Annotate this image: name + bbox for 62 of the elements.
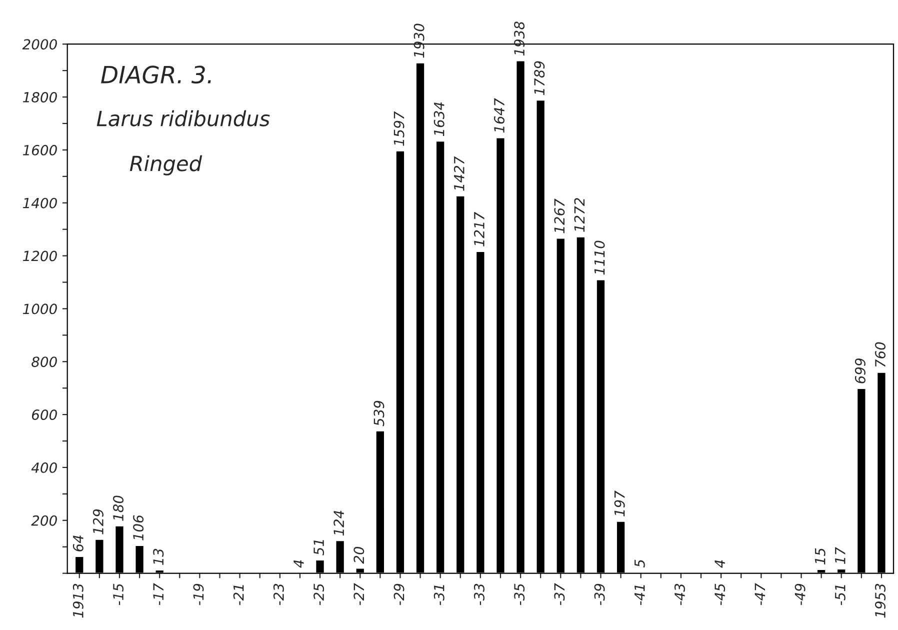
data-label: 51 bbox=[314, 540, 324, 556]
x-tick-label: -41 bbox=[634, 585, 645, 606]
x-tick-label: -29 bbox=[394, 584, 404, 606]
y-tick-label: 1000 bbox=[22, 304, 57, 314]
data-label: 106 bbox=[133, 515, 144, 540]
text: DIAGR. 3. bbox=[101, 66, 211, 84]
data-label: 760 bbox=[875, 342, 886, 367]
data-label: 1634 bbox=[434, 102, 444, 136]
y-tick-label: 1400 bbox=[22, 198, 57, 208]
data-label: 1272 bbox=[574, 198, 585, 232]
y-tick-label: 1200 bbox=[22, 250, 57, 262]
x-tick-label: -33 bbox=[474, 584, 484, 606]
data-label: 13 bbox=[153, 548, 164, 566]
annotation: Ringed bbox=[130, 155, 202, 176]
x-tick-label: -27 bbox=[354, 583, 364, 606]
data-label: 1110 bbox=[594, 240, 605, 275]
x-tick-label: -37 bbox=[554, 583, 565, 606]
x-tick-label: -39 bbox=[594, 584, 605, 606]
data-label: 20 bbox=[354, 546, 364, 564]
data-label: 1267 bbox=[554, 198, 565, 234]
data-label: 1789 bbox=[534, 61, 545, 96]
data-label: 1647 bbox=[494, 98, 505, 133]
x-tick-label: 1913 bbox=[72, 584, 84, 618]
x-tick-label: -47 bbox=[754, 583, 765, 606]
y-tick-label: 2000 bbox=[22, 39, 57, 50]
y-tick-label: 200 bbox=[31, 515, 57, 526]
x-tick-label: -19 bbox=[193, 584, 204, 606]
y-tick-label: 1800 bbox=[22, 92, 57, 102]
x-tick-label: 1953 bbox=[875, 584, 886, 618]
x-tick-label: -23 bbox=[273, 584, 284, 606]
data-label: 1597 bbox=[394, 111, 404, 146]
data-label: 15 bbox=[815, 548, 826, 564]
x-tick-label: -25 bbox=[314, 584, 324, 606]
data-label: 1938 bbox=[514, 22, 525, 56]
data-label: 1930 bbox=[414, 24, 424, 58]
data-label: 197 bbox=[614, 490, 625, 516]
y-tick-label: 400 bbox=[31, 462, 57, 473]
data-label: 5 bbox=[634, 560, 645, 568]
data-label: 4 bbox=[714, 560, 725, 568]
text: Larus ridibundus bbox=[96, 110, 270, 126]
y-tick-label: 800 bbox=[32, 356, 57, 368]
x-tick-label: -17 bbox=[153, 583, 164, 606]
x-tick-label: -43 bbox=[674, 584, 685, 606]
data-label: 1217 bbox=[474, 212, 484, 246]
y-tick-label: 600 bbox=[32, 410, 57, 420]
x-tick-label: -21 bbox=[233, 585, 244, 606]
x-tick-label: -35 bbox=[514, 584, 525, 606]
x-tick-label: -45 bbox=[714, 584, 726, 606]
y-tick-label: 1600 bbox=[22, 144, 57, 156]
x-tick-label: -31 bbox=[434, 585, 444, 606]
data-label: 64 bbox=[72, 536, 84, 552]
data-label: 4 bbox=[294, 560, 304, 568]
data-label: 129 bbox=[92, 509, 104, 534]
data-label: 699 bbox=[854, 358, 866, 384]
x-tick-label: -51 bbox=[835, 585, 846, 606]
data-label: 180 bbox=[113, 496, 124, 521]
x-tick-label: -49 bbox=[794, 584, 806, 606]
data-label: 539 bbox=[374, 400, 384, 426]
data-label: 124 bbox=[334, 510, 344, 536]
data-label: 17 bbox=[835, 547, 846, 564]
x-tick-label: -15 bbox=[113, 584, 124, 606]
data-label: 1427 bbox=[454, 156, 464, 191]
